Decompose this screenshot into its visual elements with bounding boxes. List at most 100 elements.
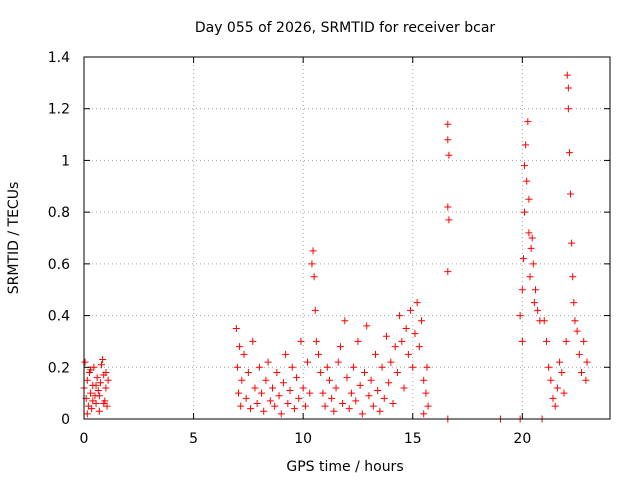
data-point [404, 350, 412, 358]
data-point [547, 376, 555, 384]
data-point [382, 332, 390, 340]
data-point [564, 105, 572, 113]
data-point [560, 389, 568, 397]
data-point [423, 363, 431, 371]
data-point [568, 239, 576, 247]
plot-frame [83, 56, 611, 420]
data-point [336, 343, 344, 351]
data-point [89, 397, 97, 405]
data-point [343, 374, 351, 382]
data-point [306, 389, 314, 397]
data-point [369, 402, 377, 410]
data-point [315, 350, 323, 358]
data-point [310, 273, 318, 281]
data-point [255, 363, 263, 371]
data-point [100, 399, 108, 407]
data-point [556, 358, 564, 366]
data-point [521, 162, 529, 170]
data-point [529, 260, 537, 268]
y-tick-label: 1.2 [48, 102, 70, 118]
data-point [332, 384, 340, 392]
data-point [525, 195, 533, 203]
data-point [420, 410, 428, 418]
data-point [411, 330, 419, 338]
data-point [374, 387, 382, 395]
data-point [339, 399, 347, 407]
data-point [524, 118, 532, 126]
data-point [95, 407, 103, 415]
data-point [418, 317, 426, 325]
data-point [518, 286, 526, 294]
data-point [528, 234, 536, 242]
data-point [319, 389, 327, 397]
data-point [282, 350, 290, 358]
data-point [516, 312, 524, 320]
data-point [398, 337, 406, 345]
data-point [87, 366, 95, 374]
data-point [93, 374, 101, 382]
data-point [534, 306, 542, 314]
data-point [301, 402, 309, 410]
data-point [361, 368, 369, 376]
data-point [279, 379, 287, 387]
data-point [358, 410, 366, 418]
data-point [380, 394, 388, 402]
data-point [542, 337, 550, 345]
y-tick-label: 0.6 [48, 257, 70, 273]
data-point [519, 255, 527, 263]
data-point [531, 286, 539, 294]
data-point [409, 363, 417, 371]
data-point [396, 312, 404, 320]
data-point [376, 407, 384, 415]
data-point [233, 363, 241, 371]
data-point [325, 376, 333, 384]
data-point [389, 399, 397, 407]
data-point [293, 374, 301, 382]
data-point [445, 151, 453, 159]
data-point [330, 407, 338, 415]
data-point [262, 376, 270, 384]
data-point [238, 376, 246, 384]
data-point [580, 337, 588, 345]
data-point [553, 384, 561, 392]
data-point [371, 350, 379, 358]
data-point [98, 361, 106, 369]
data-point [569, 273, 577, 281]
data-point [284, 399, 292, 407]
data-point [242, 394, 250, 402]
x-tick-label: 5 [189, 431, 198, 447]
data-point [387, 358, 395, 366]
data-point [549, 394, 557, 402]
data-point [345, 405, 353, 413]
data-point [578, 368, 586, 376]
data-point [236, 343, 244, 351]
data-point [304, 358, 312, 366]
data-point [551, 402, 559, 410]
data-point [312, 337, 320, 345]
data-point [81, 358, 89, 366]
y-tick-label: 1.4 [48, 50, 70, 66]
data-point [445, 216, 453, 224]
x-tick-label: 15 [404, 431, 422, 447]
data-point [102, 384, 110, 392]
data-point [247, 405, 255, 413]
data-point [444, 120, 452, 128]
data-point [251, 384, 259, 392]
data-point [288, 363, 296, 371]
y-tick-label: 1 [61, 153, 70, 169]
data-point [334, 358, 342, 366]
data-point [237, 402, 245, 410]
data-point [530, 299, 538, 307]
data-point [545, 363, 553, 371]
x-tick-label: 10 [294, 431, 312, 447]
data-point [244, 368, 252, 376]
data-point [317, 368, 325, 376]
data-point [323, 363, 331, 371]
data-point [350, 363, 358, 371]
data-point [582, 376, 590, 384]
data-point [526, 273, 534, 281]
data-point [266, 397, 274, 405]
data-point [356, 381, 364, 389]
